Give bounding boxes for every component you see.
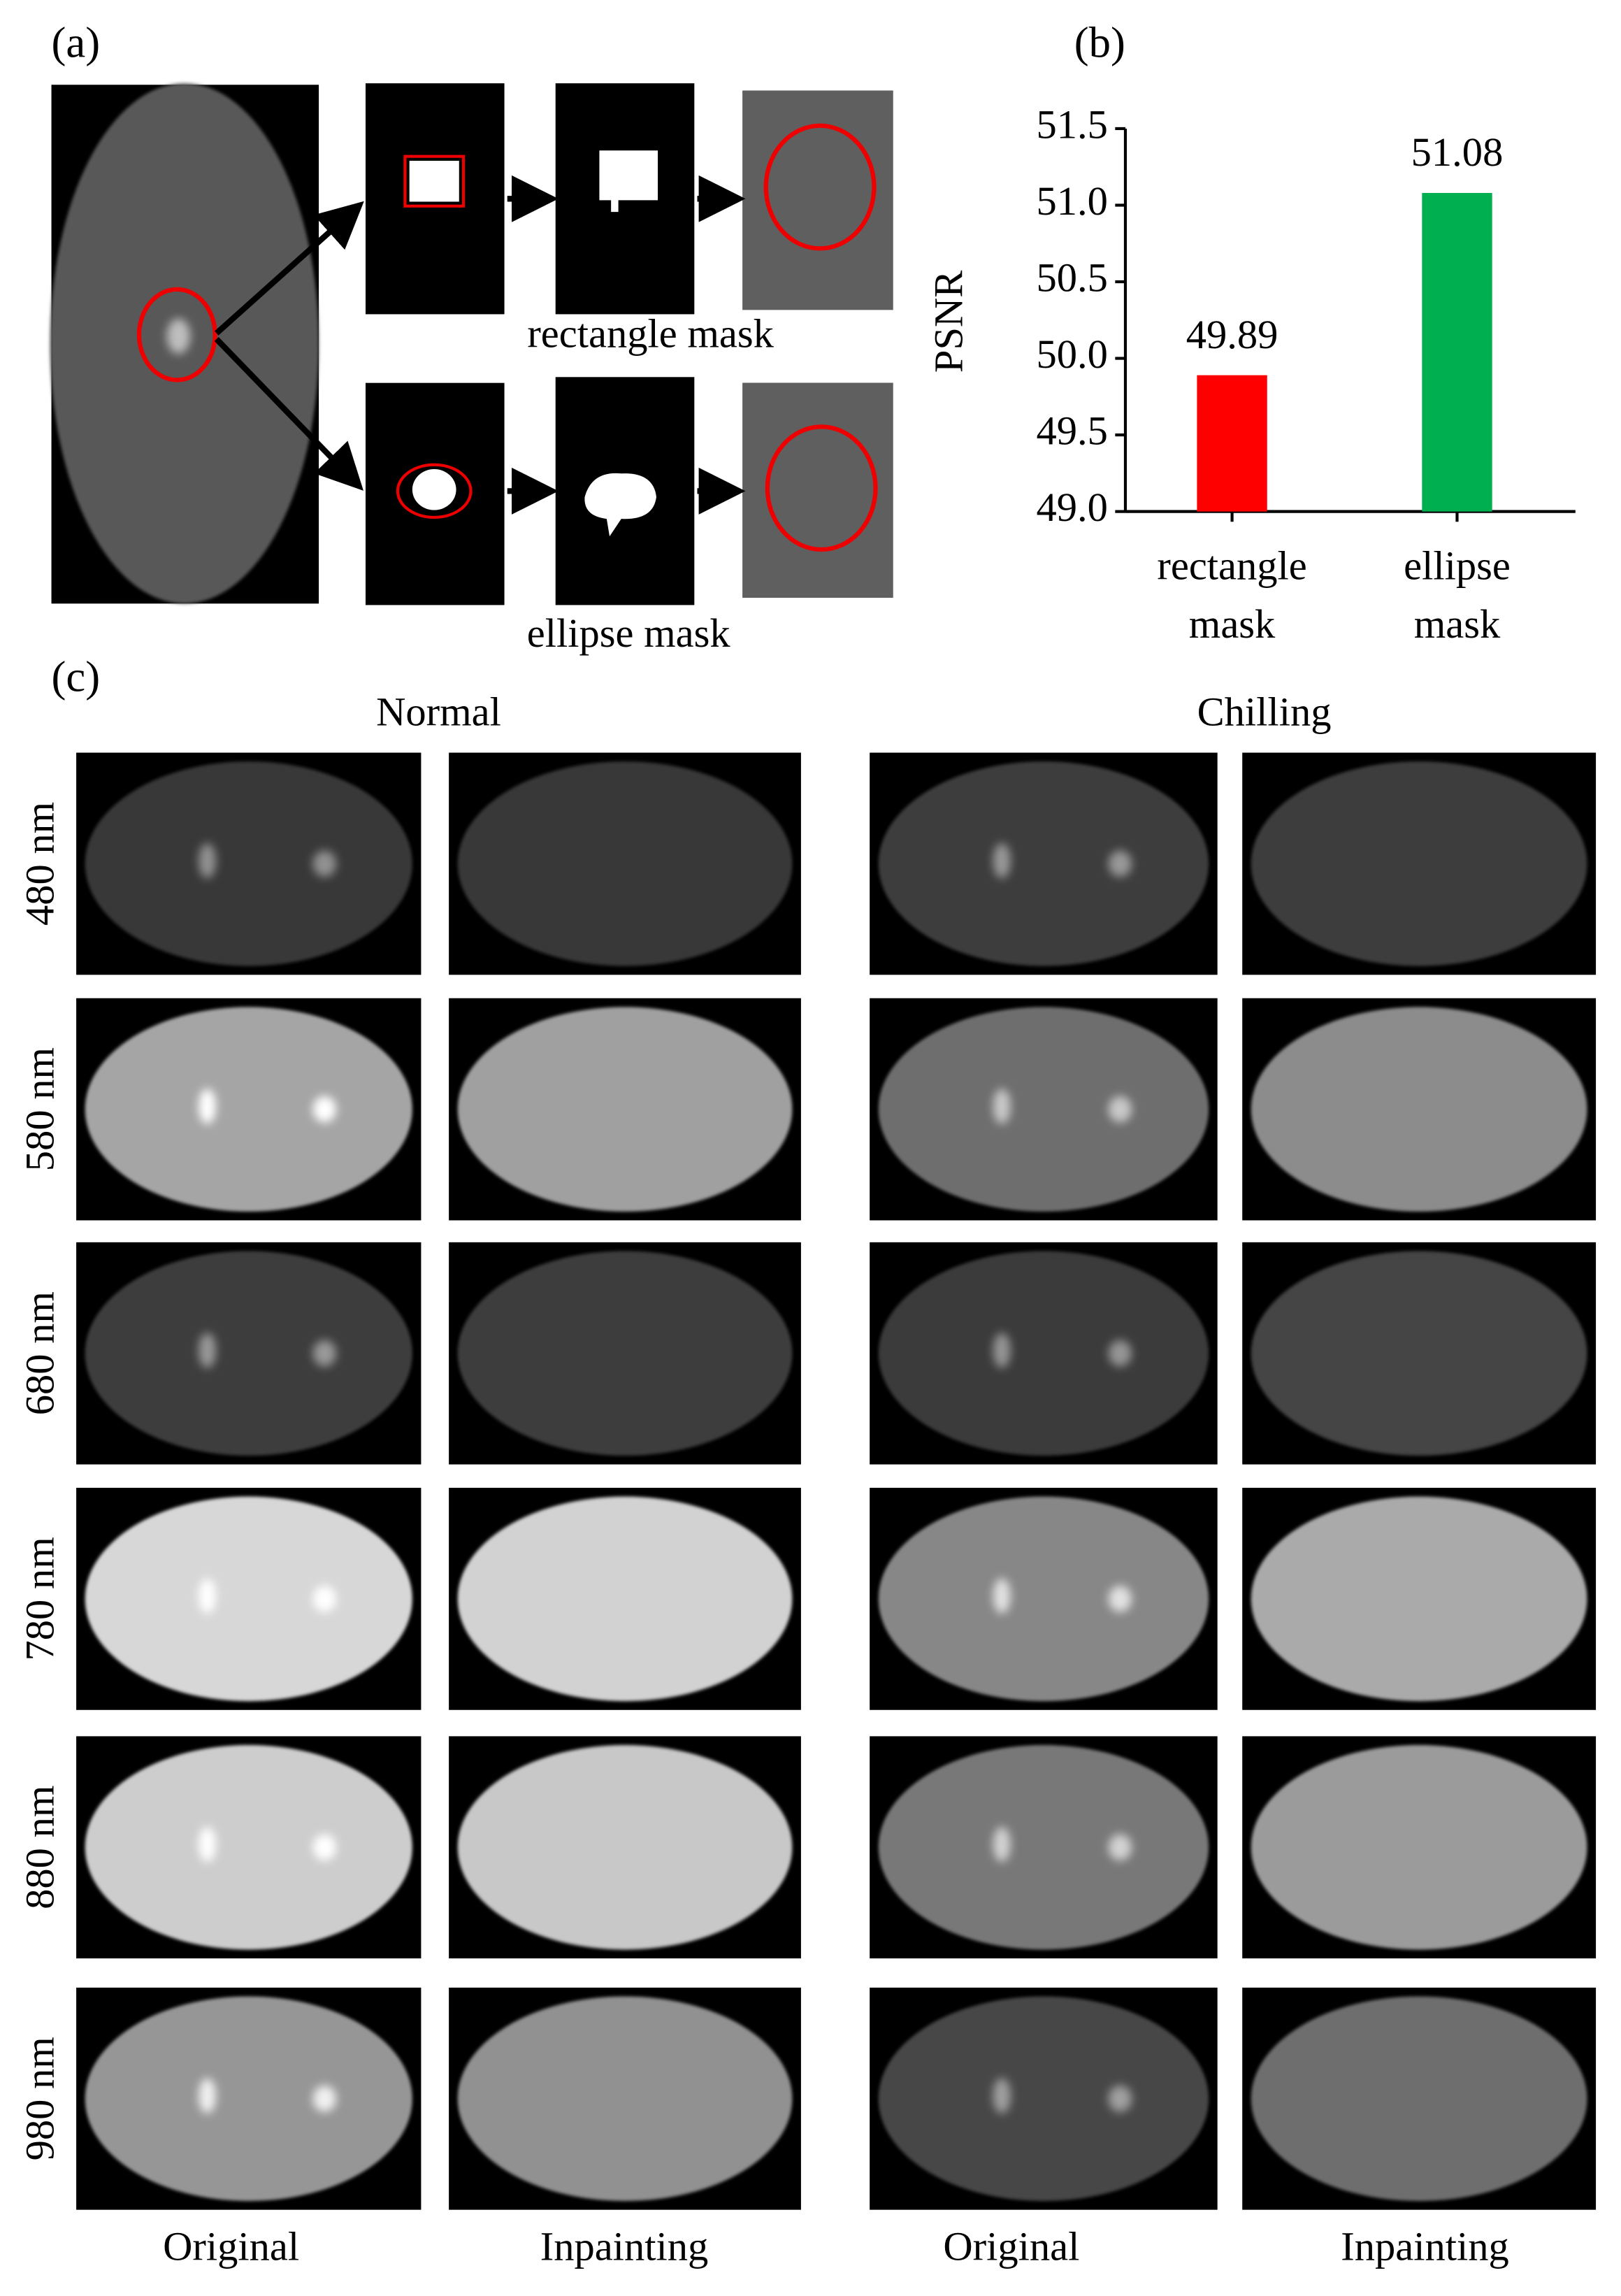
fruit <box>85 1996 412 2202</box>
row-label: 680 nm <box>17 1291 63 1415</box>
spot <box>166 318 191 354</box>
fruit <box>457 1251 793 1456</box>
panel-b-label: (b) <box>1074 17 1125 66</box>
fruit <box>878 1744 1209 1950</box>
spot <box>993 1089 1011 1124</box>
group-title: Chilling <box>1197 689 1332 735</box>
mask-box <box>403 155 466 208</box>
fruit <box>878 1996 1209 2202</box>
spot <box>199 1826 217 1863</box>
spot <box>1108 1096 1132 1123</box>
spot <box>199 1578 217 1614</box>
fruit <box>457 1496 793 1702</box>
fruit <box>85 1007 412 1212</box>
fruit <box>878 1251 1209 1456</box>
column-label: Inpainting <box>1341 2224 1509 2269</box>
spot <box>993 843 1011 879</box>
bar <box>1197 375 1267 512</box>
y-tick-label: 51.5 <box>1036 101 1107 147</box>
row-label: 780 nm <box>17 1537 63 1660</box>
inpainted <box>742 382 893 598</box>
column-label: Original <box>943 2224 1079 2269</box>
arrow <box>214 337 363 491</box>
group-title: Normal <box>376 689 501 735</box>
spot <box>993 1333 1011 1368</box>
mask-fill <box>584 473 656 537</box>
highlight-circle <box>136 287 217 382</box>
row-label: 880 nm <box>17 1786 63 1909</box>
mask-blob <box>409 160 459 202</box>
spot <box>312 1834 337 1861</box>
fruit <box>457 1007 793 1212</box>
mask-fill <box>599 150 658 213</box>
mask-ellipse <box>396 463 473 519</box>
highlight-circle <box>763 123 877 251</box>
y-tick-label: 49.5 <box>1036 408 1107 454</box>
spot <box>199 1089 217 1124</box>
spot <box>1108 2085 1132 2112</box>
caption: rectangle mask <box>527 310 774 356</box>
spot <box>1108 1586 1132 1612</box>
fruit <box>878 1007 1209 1212</box>
y-axis-label: PSNR <box>926 271 972 373</box>
highlight-circle <box>765 424 878 552</box>
panel-a-label: (a) <box>52 17 101 66</box>
fruit <box>85 1251 412 1456</box>
fruit <box>457 761 793 966</box>
spot <box>199 2078 217 2114</box>
column-label: Original <box>163 2224 299 2269</box>
fruit <box>457 1744 793 1950</box>
spot <box>993 2078 1011 2114</box>
fruit <box>85 1744 412 1950</box>
fruit <box>1251 761 1587 966</box>
fruit <box>878 761 1209 966</box>
spot <box>1108 850 1132 877</box>
fruit <box>1251 1996 1587 2202</box>
spot <box>199 843 217 879</box>
spot <box>1108 1834 1132 1861</box>
row-label: 980 nm <box>17 2037 63 2160</box>
spot <box>312 850 337 877</box>
fruit <box>457 1996 793 2202</box>
fruit <box>1251 1744 1587 1950</box>
spot <box>312 2085 337 2112</box>
row-label: 480 nm <box>17 802 63 926</box>
spot <box>199 1333 217 1368</box>
column-label: Inpainting <box>540 2224 709 2269</box>
y-tick-label: 50.0 <box>1036 331 1107 377</box>
value-label: 51.08 <box>1411 129 1504 175</box>
value-label: 49.89 <box>1186 312 1278 357</box>
fruit <box>1251 1251 1587 1456</box>
y-tick-label: 51.0 <box>1036 178 1107 224</box>
spot <box>1108 1340 1132 1367</box>
arrow <box>214 201 364 336</box>
fruit <box>85 761 412 966</box>
fruit <box>85 1496 412 1702</box>
panel-c-label: (c) <box>52 652 101 701</box>
spot <box>312 1096 337 1123</box>
x-tick-label: ellipse mask <box>1404 543 1511 647</box>
y-tick-label: 50.5 <box>1036 254 1107 300</box>
x-tick-label: rectangle mask <box>1157 543 1306 647</box>
mask-blob <box>412 469 456 510</box>
spot <box>312 1586 337 1612</box>
bar <box>1422 192 1492 512</box>
fruit <box>1251 1007 1587 1212</box>
spot <box>312 1340 337 1367</box>
row-label: 580 nm <box>17 1047 63 1171</box>
spot <box>993 1826 1011 1863</box>
fruit <box>878 1496 1209 1702</box>
caption: ellipse mask <box>527 610 731 656</box>
spot <box>993 1578 1011 1614</box>
fruit <box>1251 1496 1587 1702</box>
y-tick-label: 49.0 <box>1036 485 1107 530</box>
